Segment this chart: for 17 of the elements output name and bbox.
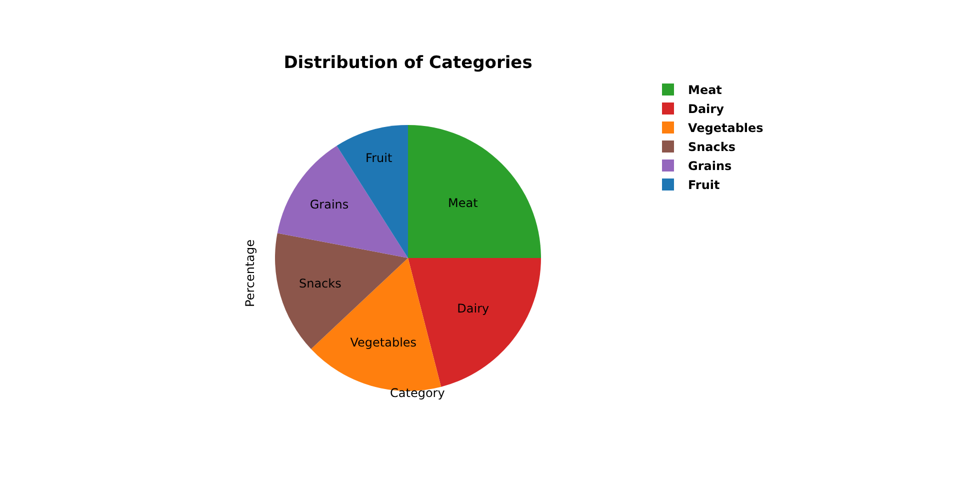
text: Category: [390, 386, 445, 400]
slice-label: Dairy: [457, 302, 490, 316]
slice-label: Snacks: [298, 276, 342, 291]
legend-label: Meat: [688, 83, 722, 98]
slice-label: Grains: [310, 197, 349, 212]
pie-slice: [277, 146, 408, 258]
slice-label: Fruit: [366, 151, 392, 166]
pie-slice: [408, 125, 541, 258]
legend-label: Snacks: [688, 140, 736, 154]
slice-label: Vegetables: [350, 336, 417, 350]
legend-label: Vegetables: [688, 121, 764, 136]
legend-label: Grains: [688, 159, 732, 174]
chart-title: Distribution of Categories: [284, 52, 532, 73]
legend-label: Dairy: [688, 102, 724, 116]
text: Percentage: [243, 239, 257, 307]
legend-label: Fruit: [688, 178, 720, 192]
slice-label: Meat: [448, 196, 478, 210]
